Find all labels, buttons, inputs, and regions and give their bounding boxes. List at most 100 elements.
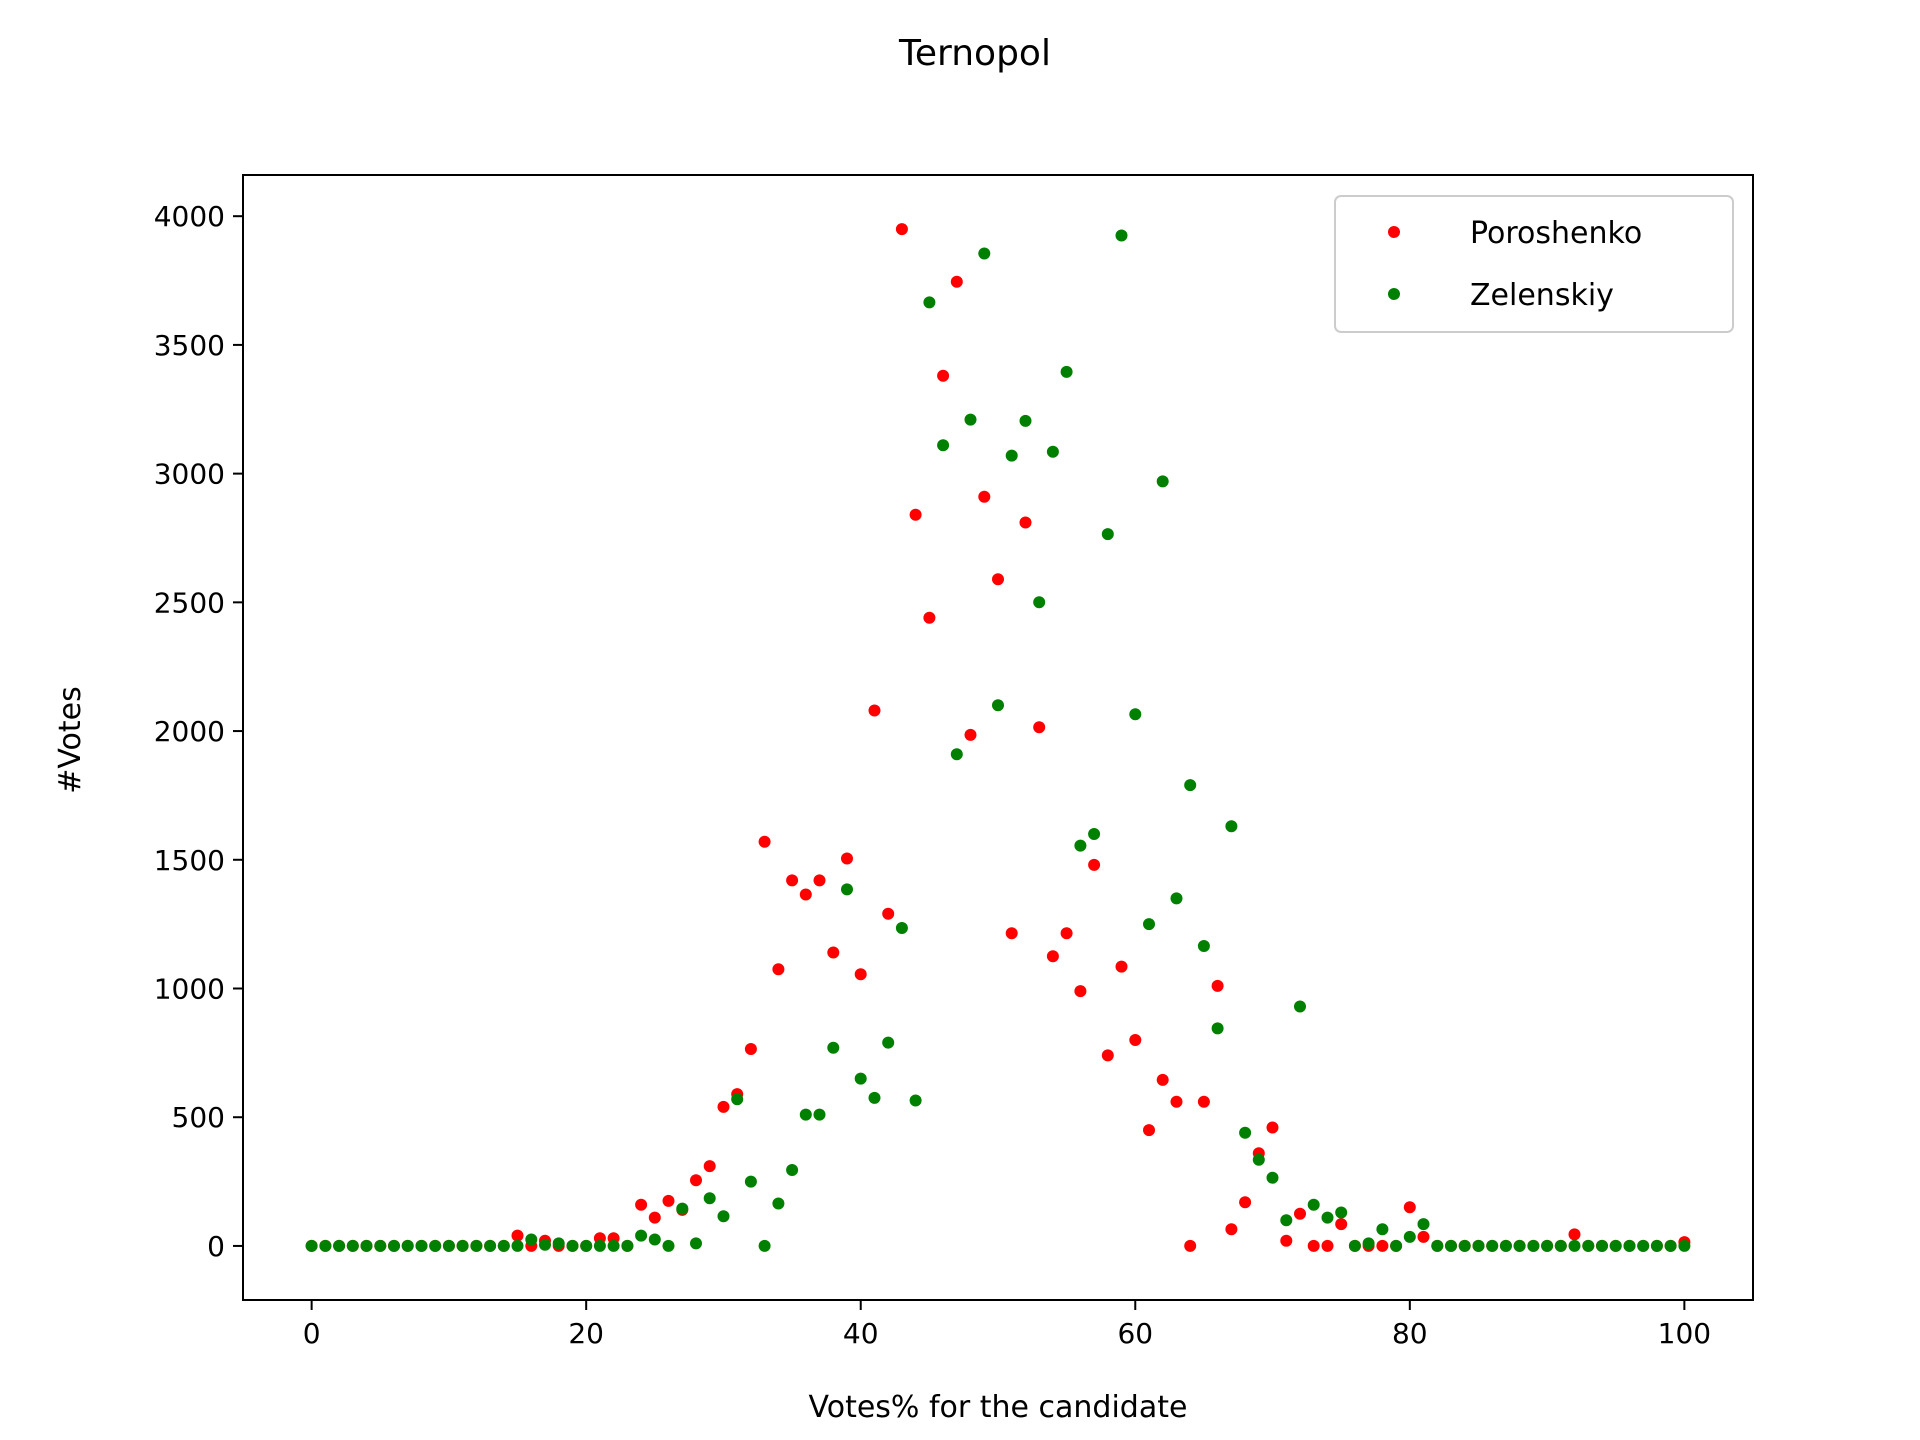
point-zelenskiy-45 — [923, 296, 936, 309]
y-tick-label: 2500 — [154, 586, 225, 619]
point-poroshenko-72 — [1294, 1207, 1306, 1220]
point-zelenskiy-19 — [566, 1239, 579, 1252]
point-zelenskiy-52 — [1019, 414, 1032, 427]
point-poroshenko-49 — [978, 490, 991, 503]
point-zelenskiy-67 — [1225, 820, 1238, 833]
point-poroshenko-71 — [1280, 1234, 1293, 1247]
point-zelenskiy-69 — [1252, 1153, 1265, 1166]
point-zelenskiy-29 — [703, 1192, 716, 1205]
point-poroshenko-26 — [662, 1194, 675, 1207]
point-zelenskiy-20 — [580, 1239, 593, 1252]
y-tick-label: 1000 — [154, 973, 225, 1006]
point-zelenskiy-9 — [429, 1239, 442, 1252]
point-zelenskiy-63 — [1170, 892, 1183, 905]
point-zelenskiy-13 — [484, 1239, 497, 1252]
plot-marks — [305, 223, 1691, 1252]
point-poroshenko-37 — [813, 874, 826, 887]
y-tick-label: 3500 — [154, 329, 225, 362]
point-zelenskiy-1 — [319, 1239, 332, 1252]
point-zelenskiy-72 — [1294, 1000, 1306, 1013]
plot-frame — [242, 174, 1754, 1301]
y-tick-label: 2000 — [154, 715, 225, 748]
point-poroshenko-44 — [909, 508, 922, 521]
point-zelenskiy-61 — [1143, 918, 1155, 931]
point-poroshenko-43 — [895, 223, 908, 236]
point-poroshenko-58 — [1101, 1049, 1114, 1062]
point-poroshenko-54 — [1046, 950, 1059, 963]
point-poroshenko-32 — [744, 1043, 757, 1055]
point-poroshenko-65 — [1197, 1095, 1210, 1108]
point-poroshenko-80 — [1403, 1201, 1416, 1214]
point-zelenskiy-81 — [1417, 1218, 1430, 1231]
point-zelenskiy-28 — [690, 1237, 702, 1250]
point-zelenskiy-97 — [1637, 1239, 1650, 1252]
point-zelenskiy-86 — [1486, 1239, 1499, 1252]
point-zelenskiy-79 — [1390, 1239, 1403, 1252]
point-zelenskiy-22 — [607, 1239, 620, 1252]
point-zelenskiy-47 — [950, 748, 963, 761]
point-zelenskiy-98 — [1650, 1239, 1663, 1252]
point-zelenskiy-89 — [1527, 1239, 1540, 1252]
point-zelenskiy-91 — [1554, 1239, 1567, 1252]
point-poroshenko-66 — [1211, 979, 1224, 992]
point-zelenskiy-75 — [1335, 1206, 1348, 1219]
point-zelenskiy-76 — [1348, 1239, 1361, 1252]
point-zelenskiy-4 — [360, 1239, 373, 1252]
point-poroshenko-60 — [1129, 1034, 1142, 1046]
y-axis: 0 500 1000 1500 2000 2500 3000 3500 4000 — [154, 200, 243, 1263]
point-zelenskiy-27 — [676, 1202, 689, 1215]
point-zelenskiy-90 — [1541, 1239, 1554, 1252]
point-poroshenko-34 — [772, 963, 785, 976]
point-zelenskiy-92 — [1568, 1239, 1581, 1252]
point-zelenskiy-57 — [1088, 828, 1101, 840]
point-zelenskiy-5 — [374, 1239, 387, 1252]
point-zelenskiy-93 — [1582, 1239, 1595, 1252]
point-zelenskiy-50 — [992, 699, 1004, 712]
point-zelenskiy-40 — [854, 1072, 867, 1085]
chart-title: Ternopol — [898, 33, 1051, 74]
point-zelenskiy-23 — [621, 1239, 634, 1252]
point-zelenskiy-80 — [1403, 1230, 1416, 1243]
point-poroshenko-47 — [950, 275, 963, 288]
point-zelenskiy-37 — [813, 1108, 826, 1121]
point-zelenskiy-58 — [1101, 528, 1114, 541]
point-zelenskiy-65 — [1197, 940, 1210, 952]
point-poroshenko-30 — [717, 1100, 730, 1113]
legend: Poroshenko Zelenskiy — [1334, 195, 1734, 333]
x-tick-label: 80 — [1392, 1317, 1428, 1350]
point-poroshenko-92 — [1568, 1228, 1581, 1241]
point-zelenskiy-39 — [841, 883, 853, 896]
point-zelenskiy-2 — [333, 1239, 346, 1252]
point-poroshenko-64 — [1184, 1239, 1197, 1252]
point-poroshenko-42 — [882, 907, 895, 920]
y-tick-label: 500 — [172, 1101, 225, 1134]
legend-label-zelenskiy: Zelenskiy — [1470, 278, 1614, 313]
point-zelenskiy-41 — [868, 1091, 881, 1104]
point-poroshenko-50 — [992, 573, 1004, 586]
legend-label-poroshenko: Poroshenko — [1470, 216, 1642, 251]
point-zelenskiy-35 — [786, 1164, 799, 1176]
point-zelenskiy-66 — [1211, 1022, 1224, 1035]
point-zelenskiy-70 — [1266, 1171, 1279, 1184]
point-zelenskiy-16 — [525, 1233, 538, 1246]
point-zelenskiy-84 — [1458, 1239, 1471, 1252]
point-zelenskiy-42 — [882, 1036, 895, 1049]
point-poroshenko-75 — [1335, 1218, 1348, 1231]
point-zelenskiy-7 — [401, 1239, 414, 1252]
point-poroshenko-73 — [1307, 1239, 1320, 1252]
point-poroshenko-15 — [511, 1229, 524, 1242]
point-zelenskiy-36 — [799, 1108, 812, 1121]
point-poroshenko-25 — [648, 1211, 661, 1224]
point-zelenskiy-43 — [895, 922, 908, 934]
point-poroshenko-39 — [841, 852, 853, 865]
point-zelenskiy-56 — [1074, 839, 1087, 852]
point-zelenskiy-26 — [662, 1239, 675, 1252]
x-tick-label: 20 — [568, 1317, 604, 1350]
point-zelenskiy-51 — [1005, 449, 1018, 462]
point-zelenskiy-15 — [511, 1239, 524, 1252]
y-tick-label: 4000 — [154, 200, 225, 233]
point-poroshenko-55 — [1060, 927, 1073, 940]
point-zelenskiy-33 — [758, 1239, 771, 1252]
point-poroshenko-28 — [690, 1174, 702, 1187]
point-zelenskiy-31 — [731, 1093, 744, 1106]
